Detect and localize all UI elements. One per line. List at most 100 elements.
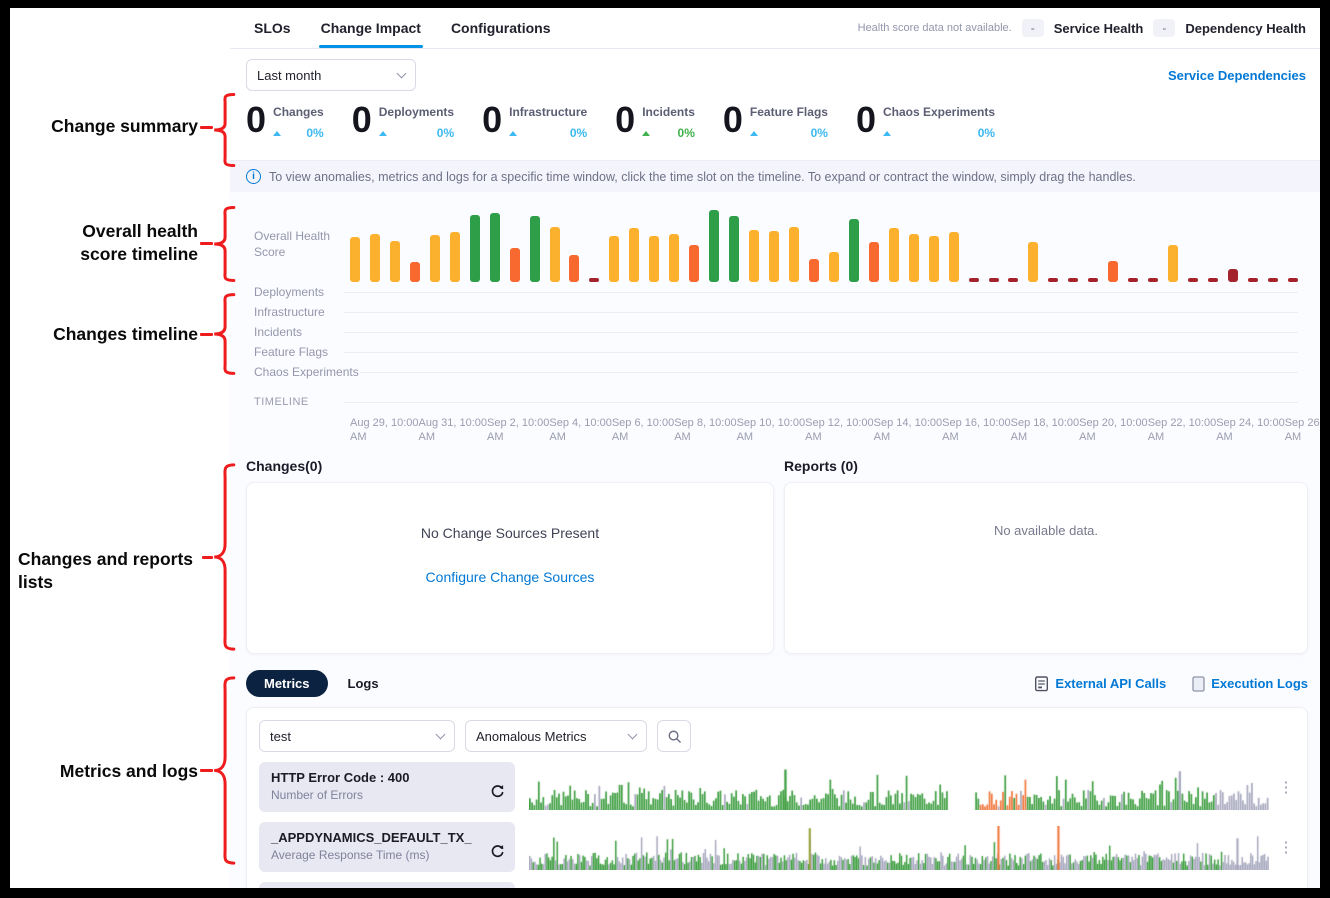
timeline-date-line2: AM xyxy=(1216,431,1233,443)
health-score-bar[interactable] xyxy=(1028,242,1039,282)
health-score-bar[interactable] xyxy=(1247,278,1258,282)
health-score-bar[interactable] xyxy=(1287,278,1298,282)
metric-sparkline xyxy=(529,822,1269,872)
health-score-bar[interactable] xyxy=(749,229,760,282)
health-score-bar[interactable] xyxy=(1108,260,1119,282)
health-score-bar[interactable] xyxy=(848,218,859,282)
health-score-bar[interactable] xyxy=(529,216,540,282)
timeline-date[interactable]: Sep 8, 10:00 AM xyxy=(674,416,736,444)
health-score-bar[interactable] xyxy=(1168,245,1179,282)
health-score-bar[interactable] xyxy=(1048,278,1059,282)
health-score-bar[interactable] xyxy=(729,215,740,282)
timeline-date[interactable]: Sep 4, 10:00 AM xyxy=(549,416,611,444)
health-score-bar[interactable] xyxy=(788,226,799,282)
health-score-bar[interactable] xyxy=(908,234,919,282)
health-score-bar[interactable] xyxy=(569,255,580,282)
timeline-date[interactable]: Sep 26, 10:00 AM xyxy=(1285,416,1320,444)
execution-logs-link[interactable]: Execution Logs xyxy=(1192,675,1308,692)
timeline-date[interactable]: Sep 14, 10:00 AM xyxy=(874,416,943,444)
summary-stat: 0 Deployments 0% xyxy=(352,99,454,141)
tab-change-impact[interactable]: Change Impact xyxy=(318,8,424,48)
timeline-date[interactable]: Sep 6, 10:00 AM xyxy=(612,416,674,444)
health-score-bar[interactable] xyxy=(609,235,620,282)
health-score-bar[interactable] xyxy=(948,232,959,282)
health-score-bar[interactable] xyxy=(1128,278,1139,282)
timeline-date[interactable]: Sep 16, 10:00 AM xyxy=(942,416,1011,444)
timeline-date[interactable]: Sep 12, 10:00 AM xyxy=(805,416,874,444)
timeline-date[interactable]: Sep 10, 10:00 AM xyxy=(737,416,806,444)
health-score-bar[interactable] xyxy=(669,234,680,282)
health-score-label: Overall Health Score xyxy=(254,229,331,259)
tab-slos[interactable]: SLOs xyxy=(254,20,291,36)
metric-rows: HTTP Error Code : 400 Number of Errors ⋮ _A… xyxy=(259,762,1295,872)
kebab-menu[interactable]: ⋮ xyxy=(1278,779,1294,796)
summary-trend: 0% xyxy=(273,126,324,140)
health-score-bar[interactable] xyxy=(808,259,819,282)
kebab-menu[interactable]: ⋮ xyxy=(1278,839,1294,856)
tab-configurations[interactable]: Configurations xyxy=(450,20,551,36)
metric-info-card[interactable]: HTTP Error Code : 400 Number of Errors xyxy=(259,762,515,812)
metric-info-card[interactable] xyxy=(259,882,515,888)
external-api-calls-label: External API Calls xyxy=(1055,676,1167,691)
refresh-icon[interactable] xyxy=(490,784,505,799)
timeline-date[interactable]: Aug 29, 10:00 AM xyxy=(350,416,419,444)
timeline-date[interactable]: Sep 18, 10:00 AM xyxy=(1011,416,1080,444)
metric-sparkline-canvas xyxy=(529,766,1269,810)
health-score-bar[interactable] xyxy=(689,245,700,282)
health-score-bar[interactable] xyxy=(928,235,939,282)
health-score-bar[interactable] xyxy=(1148,278,1159,282)
timeline-date[interactable]: Sep 20, 10:00 AM xyxy=(1079,416,1148,444)
timeline-date-line1: Sep 14, 10:00 xyxy=(873,417,943,429)
metric-filter-select[interactable]: Anomalous Metrics xyxy=(465,720,647,752)
health-score-bars xyxy=(350,204,1298,282)
health-score-bar[interactable] xyxy=(1227,268,1238,282)
health-score-bar[interactable] xyxy=(449,232,460,282)
health-score-bar[interactable] xyxy=(409,261,420,282)
search-button[interactable] xyxy=(657,720,691,752)
time-range-value: Last month xyxy=(257,67,322,83)
timeline-date[interactable]: Sep 2, 10:00 AM xyxy=(487,416,549,444)
health-score-bar[interactable] xyxy=(649,235,660,282)
health-score-bar[interactable] xyxy=(389,241,400,282)
timeline-date[interactable]: Sep 22, 10:00 AM xyxy=(1148,416,1217,444)
timeline-date[interactable]: Aug 31, 10:00 AM xyxy=(419,416,488,444)
health-score-bar[interactable] xyxy=(429,235,440,282)
health-score-bar[interactable] xyxy=(769,231,780,282)
tab-logs[interactable]: Logs xyxy=(347,676,379,691)
health-score-bar[interactable] xyxy=(1207,278,1218,282)
service-dependencies-link[interactable]: Service Dependencies xyxy=(1167,67,1306,83)
health-score-bar[interactable] xyxy=(469,214,480,282)
metric-info-card[interactable]: _APPDYNAMICS_DEFAULT_TX_ Average Response… xyxy=(259,822,515,872)
health-score-bar[interactable] xyxy=(1188,278,1199,282)
health-score-bar[interactable] xyxy=(709,210,720,282)
time-range-select[interactable]: Last month xyxy=(246,59,416,91)
health-score-bar[interactable] xyxy=(828,251,839,282)
health-score-bar[interactable] xyxy=(350,236,360,282)
health-score-chart: Overall Health Score xyxy=(246,200,1308,282)
service-select[interactable]: test xyxy=(259,720,455,752)
summary-value: 0 xyxy=(246,99,267,140)
summary-stat: 0 Incidents 0% xyxy=(615,99,695,141)
health-score-bar[interactable] xyxy=(968,278,979,282)
health-score-bar[interactable] xyxy=(868,242,879,282)
health-score-bar[interactable] xyxy=(1088,278,1099,282)
health-score-bar[interactable] xyxy=(369,233,380,282)
refresh-icon[interactable] xyxy=(490,844,505,859)
health-score-bar[interactable] xyxy=(629,228,640,282)
trend-percent: 0% xyxy=(569,126,588,140)
health-score-bar[interactable] xyxy=(1267,278,1278,282)
health-score-bar[interactable] xyxy=(1068,278,1079,282)
health-score-bar[interactable] xyxy=(888,228,899,282)
timeline-date[interactable]: Sep 24, 10:00 AM xyxy=(1216,416,1285,444)
trend-up-icon xyxy=(749,130,758,136)
health-score-bar[interactable] xyxy=(509,247,520,282)
health-score-bar[interactable] xyxy=(489,212,500,282)
health-score-bar[interactable] xyxy=(589,278,600,282)
configure-change-sources-link[interactable]: Configure Change Sources xyxy=(425,569,595,585)
metric-subtitle: Number of Errors xyxy=(271,788,364,802)
tab-metrics[interactable]: Metrics xyxy=(246,670,328,697)
external-api-calls-link[interactable]: External API Calls xyxy=(1034,675,1167,692)
health-score-bar[interactable] xyxy=(988,278,999,282)
health-score-bar[interactable] xyxy=(1008,278,1019,282)
health-score-bar[interactable] xyxy=(549,226,560,282)
